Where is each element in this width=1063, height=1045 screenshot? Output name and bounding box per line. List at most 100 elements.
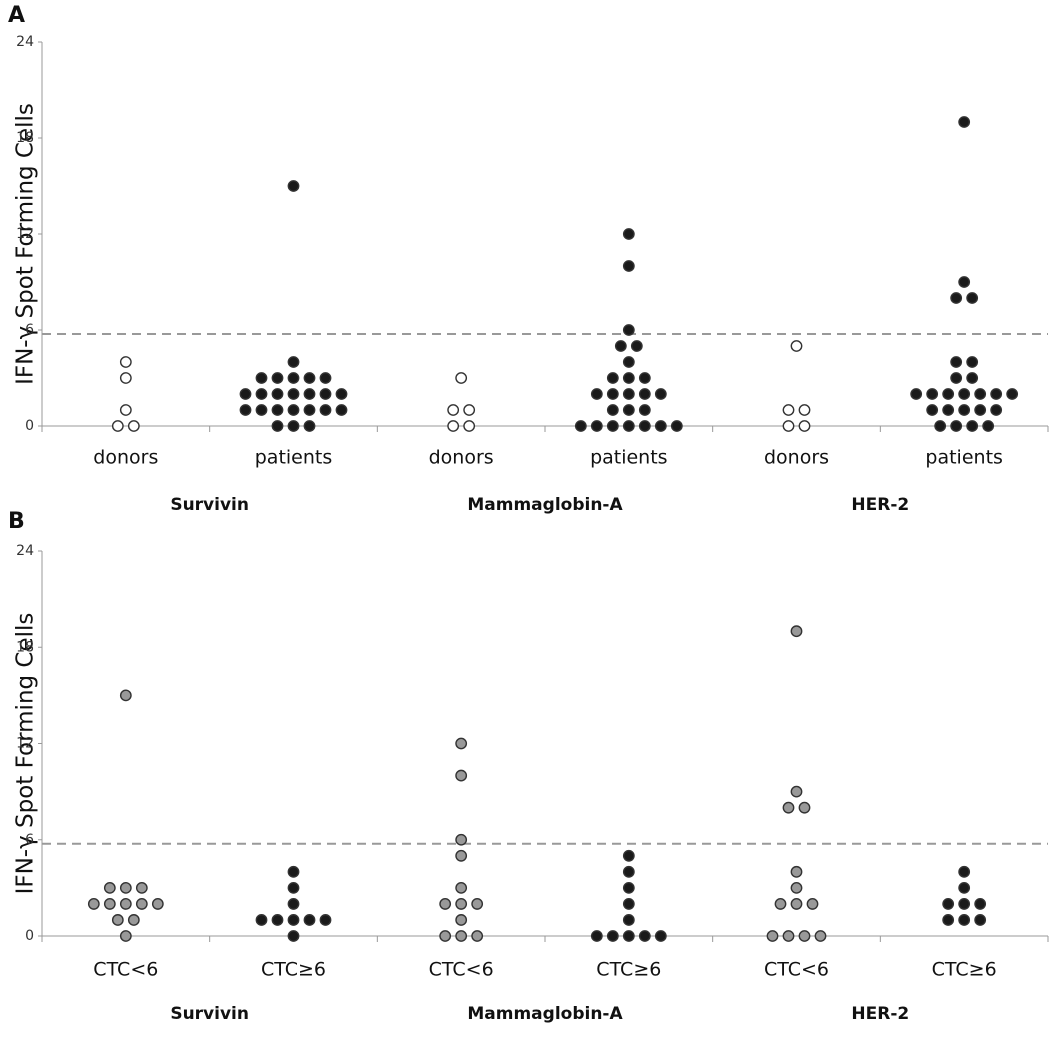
dot: [119, 930, 132, 942]
dot: [790, 340, 803, 352]
dot: [455, 914, 468, 926]
dot: [119, 372, 132, 384]
dot: [303, 420, 316, 432]
dot: [455, 898, 468, 910]
panel-label: B: [8, 509, 25, 534]
dot: [287, 404, 300, 416]
dot: [287, 881, 300, 894]
dot: [622, 865, 635, 878]
dot: [798, 420, 811, 432]
dot: [590, 930, 603, 942]
dot: [335, 388, 348, 400]
dot: [942, 914, 955, 926]
group-label: Mammaglobin-A: [467, 495, 623, 515]
x-tick-label: donors: [93, 447, 158, 469]
y-axis-label: IFN-γ Spot Forming Cells: [13, 103, 39, 385]
dot: [463, 404, 476, 416]
dot: [622, 260, 635, 272]
x-tick-label: CTC<6: [93, 959, 158, 981]
dot: [319, 914, 332, 926]
x-tick-label: CTC≥6: [261, 959, 326, 981]
dot: [990, 404, 1003, 416]
dot: [958, 116, 971, 128]
x-tick-label: CTC≥6: [596, 959, 661, 981]
dot: [471, 898, 484, 910]
dot: [255, 372, 268, 384]
dot: [934, 420, 947, 432]
dot: [790, 881, 803, 894]
dot: [287, 865, 300, 878]
dot: [135, 898, 148, 910]
dot: [958, 865, 971, 878]
group-label: Survivin: [170, 1004, 249, 1024]
x-tick-label: CTC≥6: [932, 959, 997, 981]
dot: [966, 292, 979, 304]
dot: [287, 898, 300, 910]
dot: [974, 914, 987, 926]
dot: [958, 914, 971, 926]
dot: [287, 356, 300, 368]
dot: [574, 420, 587, 432]
dot: [782, 930, 795, 942]
dot: [606, 420, 619, 432]
dot: [966, 356, 979, 368]
dot: [455, 833, 468, 846]
dot: [638, 930, 651, 942]
x-tick-label: CTC<6: [764, 959, 829, 981]
dot: [111, 914, 124, 926]
dot: [654, 388, 667, 400]
dot: [622, 898, 635, 910]
dot: [303, 372, 316, 384]
dot: [966, 372, 979, 384]
dot: [303, 388, 316, 400]
dot: [614, 340, 627, 352]
dot: [942, 388, 955, 400]
y-tick-label: 18: [16, 639, 34, 655]
dot: [622, 356, 635, 368]
group-label: Survivin: [170, 495, 249, 515]
dot: [622, 372, 635, 384]
dot: [926, 404, 939, 416]
dot: [151, 898, 164, 910]
dot: [239, 404, 252, 416]
dot: [638, 404, 651, 416]
dot: [670, 420, 683, 432]
dot: [774, 898, 787, 910]
dot: [950, 372, 963, 384]
dot: [782, 801, 795, 814]
dot: [287, 930, 300, 942]
dot: [135, 881, 148, 894]
dot: [303, 914, 316, 926]
dot: [271, 404, 284, 416]
dot: [798, 801, 811, 814]
dot: [958, 388, 971, 400]
x-tick-label: donors: [429, 447, 494, 469]
dot: [910, 388, 923, 400]
dot: [287, 180, 300, 192]
dot: [790, 865, 803, 878]
dot: [782, 420, 795, 432]
y-tick-label: 6: [25, 832, 34, 848]
dot: [790, 898, 803, 910]
dot: [471, 930, 484, 942]
dot: [654, 930, 667, 942]
dot: [455, 372, 468, 384]
dot: [455, 849, 468, 862]
dot: [287, 914, 300, 926]
group-label: HER-2: [851, 1004, 909, 1024]
dot: [455, 881, 468, 894]
dot: [287, 372, 300, 384]
dot: [606, 930, 619, 942]
dot: [590, 388, 603, 400]
y-tick-label: 6: [25, 322, 34, 338]
group-label: HER-2: [851, 495, 909, 515]
dot: [766, 930, 779, 942]
dot: [127, 420, 140, 432]
dot: [622, 388, 635, 400]
dot: [255, 404, 268, 416]
dot: [990, 388, 1003, 400]
dot: [447, 404, 460, 416]
dot: [455, 769, 468, 782]
dot: [119, 689, 132, 702]
dot: [958, 276, 971, 288]
